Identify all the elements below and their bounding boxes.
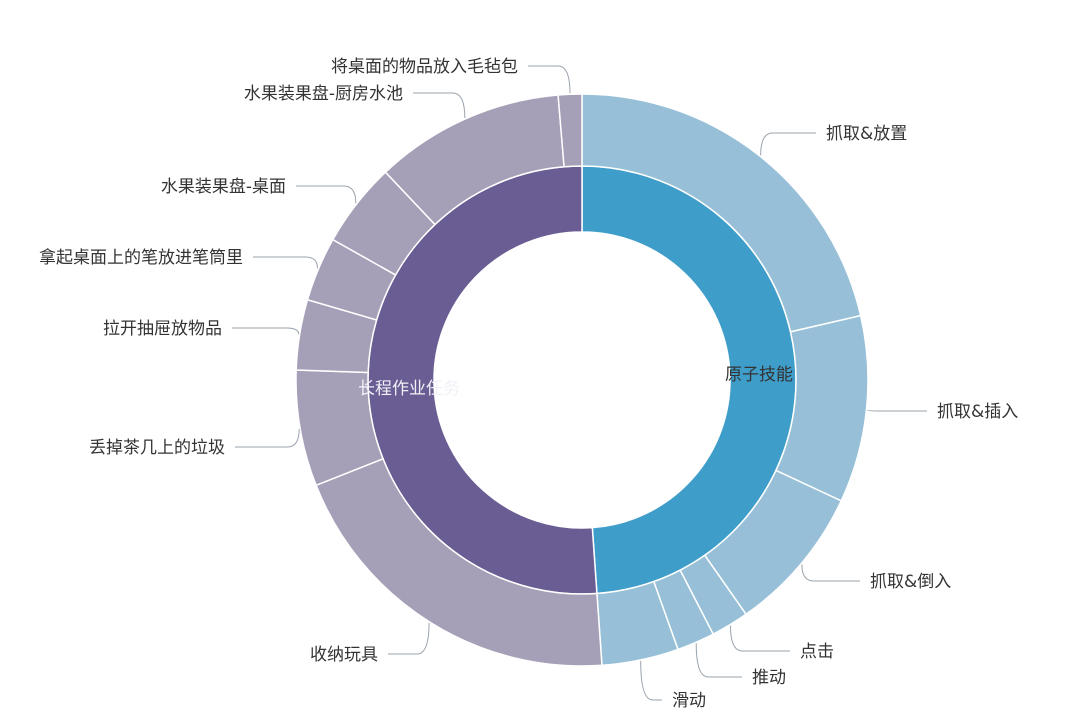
leader-line: [296, 185, 357, 204]
outer-label: 抓取&倒入: [870, 572, 951, 592]
leader-line: [388, 622, 430, 655]
outer-label: 抓取&插入: [937, 402, 1018, 422]
leader-line: [729, 625, 790, 652]
outer-label: 滑动: [672, 691, 706, 711]
outer-label: 水果装果盘-厨房水池: [244, 84, 403, 104]
leader-line: [801, 564, 860, 582]
leader-line: [695, 643, 742, 678]
leader-line: [640, 660, 662, 701]
outer-slice[interactable]: [557, 93, 583, 168]
leader-line: [413, 92, 466, 119]
leader-line: [528, 65, 571, 94]
leader-line: [232, 327, 300, 335]
outer-label: 丢掉茶几上的垃圾: [89, 438, 225, 458]
inner-label: 原子技能: [725, 365, 793, 385]
outer-label: 拿起桌面上的笔放进笔筒里: [39, 247, 243, 268]
leader-line: [760, 132, 816, 156]
outer-label: 将桌面的物品放入毛毡包: [331, 57, 518, 77]
inner-label: 长程作业任务: [358, 379, 460, 399]
outer-label: 抓取&放置: [826, 124, 907, 144]
outer-label: 收纳玩具: [310, 645, 378, 665]
leader-line: [235, 428, 300, 448]
leader-line: [866, 409, 927, 412]
outer-label: 拉开抽屉放物品: [103, 319, 222, 339]
outer-label: 推动: [752, 668, 786, 688]
outer-label: 点击: [800, 642, 834, 662]
outer-label: 水果装果盘-桌面: [161, 177, 286, 197]
leader-line: [253, 256, 319, 269]
